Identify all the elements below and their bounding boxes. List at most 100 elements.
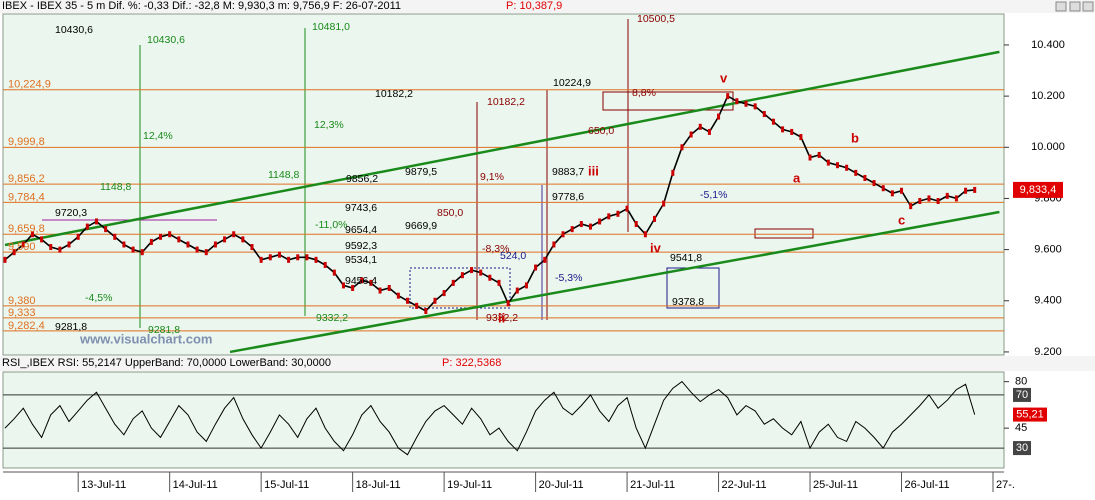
- candle: [122, 241, 126, 248]
- candle: [552, 241, 556, 248]
- y-tick-label: 10.200: [1031, 90, 1065, 102]
- annotation: 9592,3: [345, 240, 377, 252]
- last-price-box: [1013, 181, 1063, 198]
- candle: [433, 297, 437, 304]
- candle: [378, 287, 382, 294]
- annotation: 9332,2: [486, 312, 518, 324]
- candle: [223, 236, 227, 243]
- annotation: 10481,0: [312, 21, 350, 33]
- candle: [296, 254, 300, 261]
- candle: [479, 269, 483, 276]
- candle: [287, 256, 291, 263]
- level-label: 9,333: [8, 307, 36, 319]
- annotation: 9281,8: [55, 321, 87, 333]
- candle: [515, 287, 519, 294]
- trendline: [229, 210, 1000, 354]
- annotation: 9456,4: [345, 275, 377, 287]
- y-tick-label: 10.000: [1031, 141, 1065, 153]
- candle: [845, 164, 849, 171]
- candle: [30, 231, 34, 238]
- candle: [799, 134, 803, 141]
- x-tick-label: 21-Jul-11: [630, 479, 675, 491]
- last-value-box: [1013, 407, 1047, 422]
- annotation: 650,0: [588, 125, 614, 137]
- candle: [579, 221, 583, 228]
- annotation: 9378,8: [672, 296, 704, 308]
- level-label: 9,659,8: [8, 223, 45, 235]
- candle: [762, 111, 766, 118]
- y-tick-label: 45: [1015, 422, 1027, 434]
- y-tick-label: 9.200: [1034, 346, 1062, 358]
- candle: [781, 126, 785, 133]
- candle: [698, 123, 702, 130]
- header-bar: [0, 0, 1095, 13]
- candle: [643, 231, 647, 238]
- candle: [351, 284, 355, 291]
- x-tick-label: 13-Jul-11: [81, 479, 126, 491]
- candle: [662, 200, 666, 207]
- candle: [753, 103, 757, 110]
- annotation: -8,3%: [482, 243, 509, 255]
- candle: [863, 174, 867, 181]
- candle: [598, 218, 602, 225]
- annotation: 9778,6: [552, 191, 584, 203]
- candle: [305, 254, 309, 261]
- candle: [945, 192, 949, 199]
- candle: [735, 98, 739, 105]
- candle: [415, 302, 419, 309]
- y-tick-label: 9.600: [1034, 244, 1062, 256]
- window-button[interactable]: [1055, 1, 1067, 12]
- candle: [616, 210, 620, 217]
- candle: [717, 113, 721, 120]
- wave-label: iv: [650, 240, 662, 255]
- candle: [314, 256, 318, 263]
- candle: [790, 128, 794, 135]
- band-box: [1013, 387, 1031, 402]
- annotation: 10430,6: [55, 24, 93, 36]
- candle: [140, 249, 144, 256]
- last-value-label: 55,21: [1016, 408, 1044, 420]
- candle: [625, 205, 629, 212]
- candle: [369, 279, 373, 286]
- candle: [195, 246, 199, 253]
- candle: [680, 144, 684, 151]
- candle: [634, 221, 638, 228]
- candle: [104, 226, 108, 233]
- candle: [918, 198, 922, 204]
- level-label: 9,784,4: [8, 191, 45, 203]
- candle: [890, 190, 894, 197]
- candle: [177, 236, 181, 243]
- x-tick-label: 18-Jul-11: [356, 479, 401, 491]
- trendline: [4, 50, 1000, 247]
- rsi-title: RSI_,IBEX RSI: 55,2147 UpperBand: 70,000…: [2, 357, 331, 369]
- candle: [570, 226, 574, 233]
- candle: [149, 238, 153, 245]
- candle: [396, 292, 400, 299]
- candle: [241, 236, 245, 243]
- candle: [588, 223, 592, 230]
- candle: [131, 246, 135, 253]
- candle: [451, 279, 455, 286]
- header-price: P: 10,387,9: [506, 0, 562, 12]
- candle: [232, 231, 236, 238]
- annotation: 9879,5: [405, 166, 437, 178]
- candle: [113, 233, 117, 240]
- box: [754, 228, 814, 239]
- level-label: 9,590: [8, 241, 36, 253]
- window-button[interactable]: [1082, 1, 1094, 12]
- candle: [3, 256, 7, 263]
- wave-label: v: [720, 70, 728, 85]
- annotation: 9281,8: [148, 324, 180, 336]
- x-tick-label: 22-Jul-11: [722, 479, 767, 491]
- candle: [854, 169, 858, 176]
- window-button[interactable]: [1069, 1, 1081, 12]
- annotation: 8,8%: [632, 87, 656, 99]
- annotation: 9,1%: [480, 171, 504, 183]
- candle: [909, 203, 913, 210]
- candle: [534, 264, 538, 271]
- wave-label: a: [793, 170, 801, 185]
- y-tick-label: 9.400: [1034, 295, 1062, 307]
- x-tick-label: 20-Jul-11: [539, 479, 584, 491]
- candle: [506, 300, 510, 307]
- candle: [277, 251, 281, 258]
